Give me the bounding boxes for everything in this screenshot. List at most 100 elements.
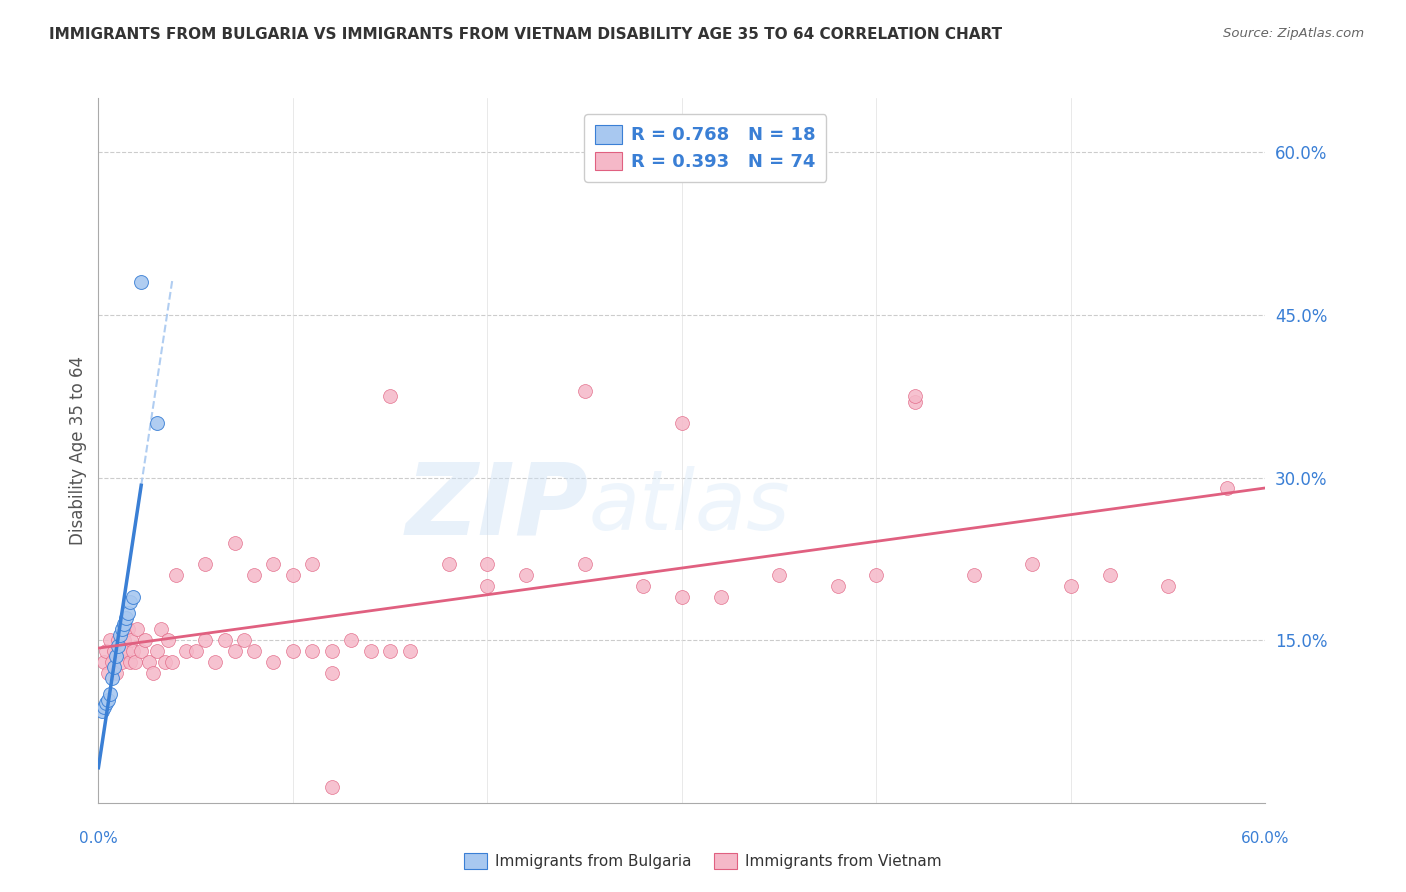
Point (194, 558, 217, 572)
Point (224, 535, 246, 549)
Point (149, 623, 172, 637)
Point (107, 639, 129, 653)
Text: Source: ZipAtlas.com: Source: ZipAtlas.com (1223, 27, 1364, 40)
Point (515, 568, 537, 582)
Point (97, 665, 120, 680)
Point (108, 644, 131, 658)
Point (108, 628, 131, 642)
Point (101, 655, 124, 669)
Point (122, 644, 145, 658)
Point (107, 633, 129, 648)
Point (1098, 568, 1121, 582)
Point (118, 595, 141, 609)
Point (134, 633, 156, 648)
Point (321, 780, 343, 794)
Point (1157, 579, 1180, 593)
Point (103, 660, 125, 674)
Point (768, 568, 790, 582)
Point (904, 389, 927, 403)
Point (146, 644, 169, 658)
Point (129, 276, 152, 290)
Legend: R = 0.768   N = 18, R = 0.393   N = 74: R = 0.768 N = 18, R = 0.393 N = 74 (583, 114, 827, 182)
Point (142, 665, 165, 680)
Point (118, 655, 141, 669)
Point (224, 644, 246, 658)
Point (574, 384, 596, 398)
Point (165, 568, 187, 582)
Point (281, 644, 304, 658)
Point (437, 558, 460, 572)
Point (157, 633, 180, 648)
Point (398, 644, 420, 658)
Point (262, 655, 284, 669)
Point (194, 633, 217, 648)
Point (153, 655, 176, 669)
Point (112, 616, 135, 631)
Point (262, 558, 284, 572)
Point (91, 704, 114, 718)
Point (243, 568, 266, 582)
Point (281, 568, 304, 582)
Point (101, 671, 124, 685)
Point (1060, 579, 1083, 593)
Point (146, 417, 169, 431)
Text: ZIP: ZIP (405, 458, 589, 556)
Point (96, 696, 118, 710)
Point (962, 568, 984, 582)
Point (321, 665, 343, 680)
Point (477, 558, 499, 572)
Point (671, 417, 693, 431)
Point (112, 633, 135, 648)
Point (162, 655, 184, 669)
Point (184, 644, 207, 658)
Point (1215, 482, 1237, 496)
Point (114, 611, 136, 625)
Text: 0.0%: 0.0% (79, 831, 118, 846)
Point (138, 655, 160, 669)
Point (122, 590, 145, 604)
Point (111, 623, 134, 637)
Point (117, 606, 139, 620)
Point (301, 644, 323, 658)
Legend: Immigrants from Bulgaria, Immigrants from Vietnam: Immigrants from Bulgaria, Immigrants fro… (458, 847, 948, 875)
Point (380, 644, 402, 658)
Point (111, 655, 134, 669)
Point (340, 633, 363, 648)
Point (904, 394, 927, 409)
Point (321, 644, 343, 658)
Point (104, 649, 127, 664)
Text: atlas: atlas (589, 467, 790, 548)
Point (574, 558, 596, 572)
Point (93, 655, 115, 669)
Point (98, 633, 121, 648)
Point (671, 590, 693, 604)
Point (1021, 558, 1043, 572)
Point (827, 579, 849, 593)
Point (93, 700, 115, 714)
Point (96, 644, 118, 658)
Point (98, 687, 121, 701)
Point (631, 579, 654, 593)
Point (243, 644, 266, 658)
Point (710, 590, 733, 604)
Point (865, 568, 887, 582)
Point (129, 644, 152, 658)
Point (380, 389, 402, 403)
Text: 60.0%: 60.0% (1241, 831, 1289, 846)
Point (121, 633, 143, 648)
Point (104, 665, 127, 680)
Y-axis label: Disability Age 35 to 64: Disability Age 35 to 64 (69, 356, 87, 545)
Point (117, 623, 139, 637)
Point (301, 558, 323, 572)
Point (477, 579, 499, 593)
Point (124, 655, 146, 669)
Point (360, 644, 382, 658)
Point (204, 655, 226, 669)
Point (233, 633, 256, 648)
Point (214, 633, 236, 648)
Point (127, 623, 149, 637)
Point (174, 644, 197, 658)
Text: IMMIGRANTS FROM BULGARIA VS IMMIGRANTS FROM VIETNAM DISABILITY AGE 35 TO 64 CORR: IMMIGRANTS FROM BULGARIA VS IMMIGRANTS F… (49, 27, 1002, 42)
Point (103, 644, 125, 658)
Point (97, 693, 120, 707)
